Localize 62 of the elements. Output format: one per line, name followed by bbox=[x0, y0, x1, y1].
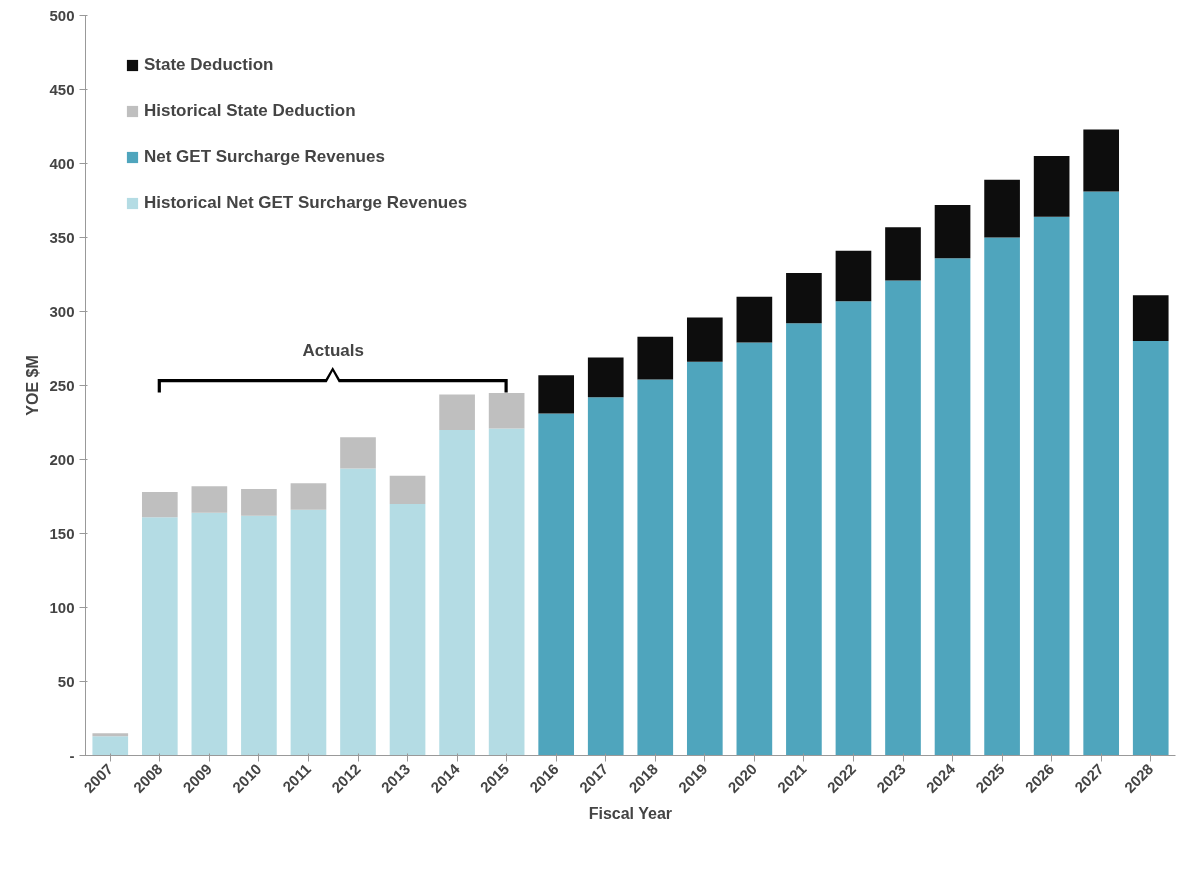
bar bbox=[984, 237, 1020, 756]
bar bbox=[340, 437, 376, 469]
bar bbox=[439, 429, 475, 756]
y-tick-label: 300 bbox=[49, 302, 75, 320]
bar bbox=[389, 503, 426, 756]
bar bbox=[885, 280, 921, 756]
bar bbox=[92, 733, 129, 737]
legend-label: State Deduction bbox=[144, 55, 274, 75]
bar bbox=[538, 375, 575, 414]
bar bbox=[934, 204, 971, 259]
bar bbox=[587, 397, 624, 756]
bar bbox=[1033, 216, 1070, 756]
bar bbox=[984, 179, 1020, 238]
y-tick-label: 450 bbox=[49, 80, 75, 98]
bar bbox=[290, 483, 327, 510]
bar bbox=[191, 486, 228, 513]
bar bbox=[241, 489, 277, 516]
y-tick-label: 200 bbox=[49, 450, 75, 468]
bar bbox=[141, 517, 178, 756]
bar bbox=[1083, 191, 1120, 756]
bar bbox=[141, 492, 178, 518]
bar bbox=[934, 258, 971, 756]
y-tick-label: 150 bbox=[49, 524, 75, 542]
bar bbox=[835, 301, 872, 756]
bar bbox=[736, 296, 773, 343]
bar bbox=[885, 227, 921, 281]
bar bbox=[587, 357, 624, 398]
bar bbox=[1033, 156, 1070, 217]
bar bbox=[340, 468, 376, 756]
y-tick-label: 500 bbox=[49, 6, 75, 24]
y-tick-label: 250 bbox=[49, 376, 75, 394]
y-axis-title: YOE $M bbox=[24, 355, 42, 416]
legend-label: Net GET Surcharge Revenues bbox=[144, 147, 385, 167]
bar bbox=[686, 361, 723, 756]
bar bbox=[786, 323, 822, 756]
bar bbox=[736, 342, 773, 756]
y-tick-label: 350 bbox=[49, 228, 75, 246]
legend-label: Historical State Deduction bbox=[144, 101, 356, 121]
bar bbox=[538, 413, 575, 756]
bar bbox=[1132, 295, 1169, 342]
bar bbox=[92, 736, 129, 756]
y-tick-label: 100 bbox=[49, 598, 75, 616]
bar bbox=[488, 392, 525, 429]
bar bbox=[686, 317, 723, 362]
y-tick-label: 50 bbox=[57, 672, 75, 690]
bar bbox=[637, 336, 674, 380]
bar bbox=[1083, 129, 1120, 192]
bar bbox=[389, 475, 426, 504]
bar bbox=[835, 250, 872, 302]
bar bbox=[488, 428, 525, 756]
annotation: Actuals bbox=[302, 341, 364, 361]
bar bbox=[786, 273, 822, 324]
y-tick-label: 400 bbox=[49, 154, 75, 172]
legend-label: Historical Net GET Surcharge Revenues bbox=[144, 193, 468, 213]
bar bbox=[290, 509, 327, 756]
bar bbox=[1132, 341, 1169, 756]
bar bbox=[191, 512, 228, 756]
y-tick-label: - bbox=[69, 746, 75, 764]
x-axis-title: Fiscal Year bbox=[588, 805, 673, 823]
bar bbox=[241, 515, 277, 756]
bar bbox=[439, 394, 475, 430]
bar bbox=[637, 379, 674, 756]
